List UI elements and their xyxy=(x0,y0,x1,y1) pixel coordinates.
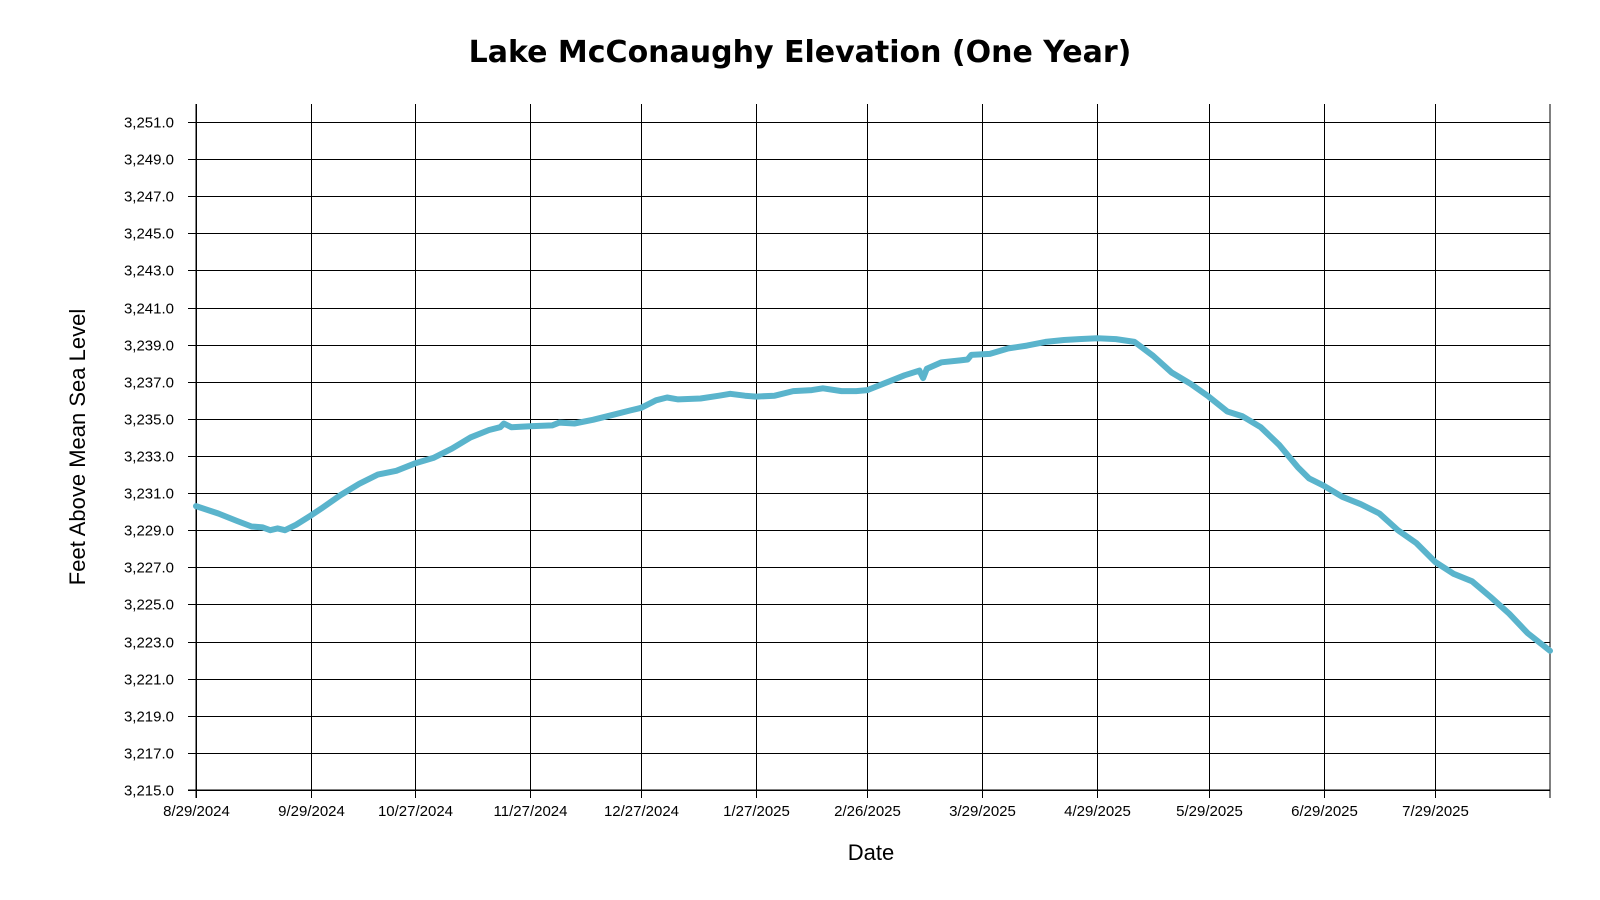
y-axis-label: Feet Above Mean Sea Level xyxy=(65,309,90,585)
x-tick-label: 7/29/2025 xyxy=(1402,803,1469,820)
chart-title: Lake McConaughy Elevation (One Year) xyxy=(469,35,1132,70)
y-tick-label: 3,233.0 xyxy=(124,449,174,466)
y-axis-ticks: 3,251.0 3,249.0 3,247.0 3,245.0 3,243.0 3,241… xyxy=(124,115,174,800)
x-axis-ticks: 8/29/2024 9/29/2024 10/27/2024 11/27/2024 12… xyxy=(163,803,1469,820)
y-tick-label: 3,215.0 xyxy=(124,783,174,800)
y-tick-label: 3,235.0 xyxy=(124,412,174,429)
y-tick-label: 3,243.0 xyxy=(124,263,174,280)
y-tick-label: 3,231.0 xyxy=(124,486,174,503)
x-tick-label: 12/27/2024 xyxy=(604,803,679,820)
x-tick-label: 10/27/2024 xyxy=(378,803,453,820)
x-tick-label: 8/29/2024 xyxy=(163,803,230,820)
y-tick-label: 3,251.0 xyxy=(124,115,174,132)
y-tick-label: 3,225.0 xyxy=(124,597,174,614)
y-tick-label: 3,247.0 xyxy=(124,189,174,206)
x-tick-label: 9/29/2024 xyxy=(278,803,345,820)
grid xyxy=(188,104,1551,798)
y-tick-label: 3,249.0 xyxy=(124,152,174,169)
x-tick-label: 6/29/2025 xyxy=(1291,803,1358,820)
y-tick-label: 3,219.0 xyxy=(124,709,174,726)
y-tick-label: 3,217.0 xyxy=(124,746,174,763)
y-tick-label: 3,241.0 xyxy=(124,301,174,318)
y-tick-label: 3,227.0 xyxy=(124,560,174,577)
y-tick-label: 3,223.0 xyxy=(124,635,174,652)
x-tick-label: 4/29/2025 xyxy=(1064,803,1131,820)
y-tick-label: 3,245.0 xyxy=(124,226,174,243)
y-tick-label: 3,229.0 xyxy=(124,523,174,540)
x-axis-label: Date xyxy=(848,840,894,865)
x-tick-label: 11/27/2024 xyxy=(494,803,568,820)
y-tick-label: 3,237.0 xyxy=(124,375,174,392)
x-tick-label: 2/26/2025 xyxy=(834,803,901,820)
y-tick-label: 3,239.0 xyxy=(124,338,174,355)
elevation-line xyxy=(193,335,1553,654)
x-tick-label: 5/29/2025 xyxy=(1176,803,1243,820)
y-tick-label: 3,221.0 xyxy=(124,672,174,689)
x-tick-label: 3/29/2025 xyxy=(949,803,1016,820)
x-tick-label: 1/27/2025 xyxy=(723,803,790,820)
